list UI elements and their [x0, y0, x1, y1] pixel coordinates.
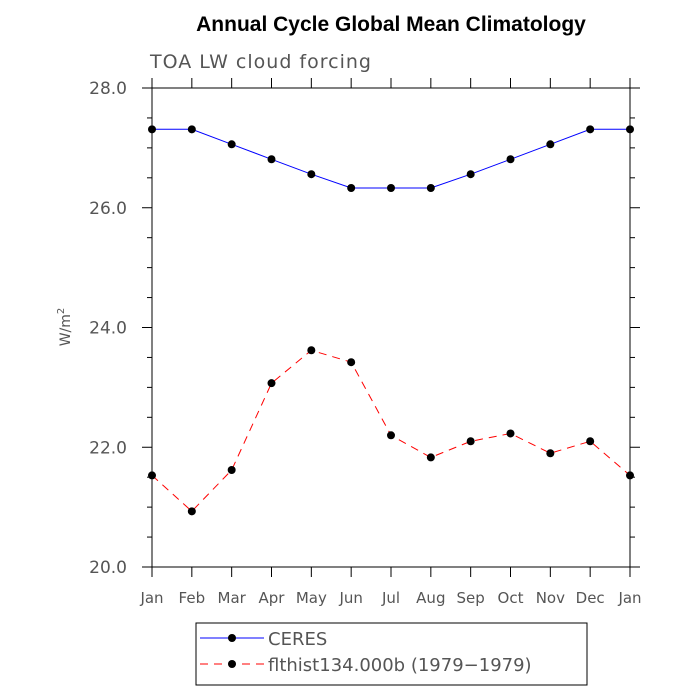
series-model-point [546, 449, 555, 458]
legend-model-marker [228, 660, 236, 668]
x-tick-label: May [296, 589, 327, 607]
y-axis-label-superscript: 2 [56, 308, 67, 314]
chart-title: Annual Cycle Global Mean Climatology [196, 13, 586, 36]
minor-ticks [147, 117, 635, 538]
y-tick-label: 22.0 [89, 438, 127, 458]
y-tick-label: 20.0 [89, 558, 127, 578]
y-tick-labels: 20.0 22.0 24.0 26.0 28.0 [89, 79, 127, 578]
major-ticks [142, 78, 640, 577]
plot-frame [151, 87, 631, 568]
x-tick-label: Dec [576, 589, 605, 607]
x-tick-label: Nov [536, 589, 565, 607]
series-ceres-point [267, 155, 276, 164]
x-tick-label: Aug [416, 589, 445, 607]
series-model-point [426, 453, 435, 462]
series-model-point [506, 429, 515, 438]
x-tick-label: Apr [259, 589, 286, 607]
x-tick-label: Jan [139, 589, 163, 607]
y-tick-label: 24.0 [89, 319, 127, 339]
x-tick-label: Jan [617, 589, 641, 607]
series-model-point [307, 346, 316, 355]
y-axis-label-text: W/m [58, 314, 74, 346]
series-ceres-point [506, 155, 515, 164]
series-ceres-line [152, 128, 630, 189]
series-ceres-point [586, 125, 595, 134]
series-ceres-point [347, 183, 356, 192]
series-model-point [387, 431, 395, 440]
x-tick-labels: Jan Feb Mar Apr May Jun Jul Aug Sep Oct Nov Dec Jan [139, 589, 641, 607]
x-tick-label: Oct [498, 589, 524, 607]
series-model-point [586, 437, 595, 446]
series-ceres-point [307, 170, 316, 179]
legend: CERES flthist134.000b (1979−1979) [195, 622, 588, 686]
y-axis-label: W/m2 [56, 308, 74, 347]
x-tick-label: Jun [338, 589, 362, 607]
y-tick-label: 28.0 [89, 79, 127, 99]
series-model-point [466, 437, 475, 446]
series-model-point [267, 379, 276, 388]
series-ceres-point [546, 140, 555, 149]
series-ceres-point [466, 170, 475, 179]
series-model-point [347, 358, 356, 367]
y-tick-label: 26.0 [89, 199, 127, 219]
series-layer [148, 125, 634, 516]
x-tick-label: Jul [381, 589, 400, 607]
series-ceres-point [426, 183, 435, 192]
series-model-line [151, 349, 631, 512]
series-ceres-point [187, 125, 196, 134]
legend-ceres-marker [228, 634, 236, 642]
x-tick-label: Sep [457, 589, 485, 607]
series-ceres-point [387, 183, 395, 192]
chart-subtitle: TOA LW cloud forcing [149, 51, 372, 73]
legend-model-label: flthist134.000b (1979−1979) [268, 655, 532, 676]
series-ceres-point [227, 140, 236, 149]
legend-box [195, 622, 588, 686]
x-tick-label: Feb [179, 589, 206, 607]
series-model-point [187, 507, 196, 516]
x-tick-label: Mar [218, 589, 247, 607]
legend-ceres-label: CERES [268, 629, 327, 650]
series-model-point [227, 466, 236, 475]
